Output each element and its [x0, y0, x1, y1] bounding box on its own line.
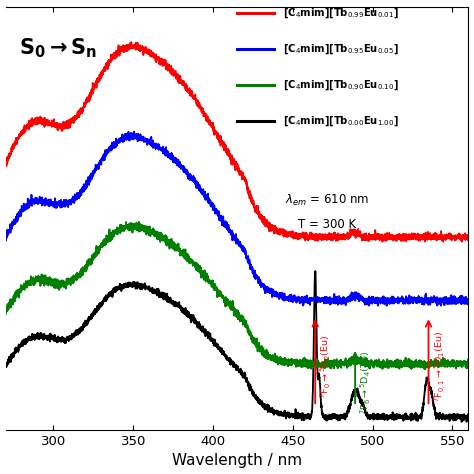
Text: [C$_4$mim][Tb$_{0.99}$Eu$_{0.01}$]: [C$_4$mim][Tb$_{0.99}$Eu$_{0.01}$]	[283, 7, 399, 20]
Text: $^7$F$_6$$\rightarrow$$^5$D$_4$(Tb): $^7$F$_6$$\rightarrow$$^5$D$_4$(Tb)	[359, 351, 373, 414]
Text: $\mathbf{S_0 \rightarrow S_n}$: $\mathbf{S_0 \rightarrow S_n}$	[19, 36, 98, 60]
Text: $^7$F$_{0,1}$$\rightarrow$$^5$D$_1$(Eu): $^7$F$_{0,1}$$\rightarrow$$^5$D$_1$(Eu)	[432, 331, 448, 402]
Text: $^7$F$_0$$\rightarrow$$^5$D$_2$(Eu): $^7$F$_0$$\rightarrow$$^5$D$_2$(Eu)	[319, 335, 333, 398]
Text: $\lambda_{em}$ = 610 nm: $\lambda_{em}$ = 610 nm	[285, 193, 369, 208]
X-axis label: Wavelength / nm: Wavelength / nm	[172, 454, 302, 468]
Text: [C$_4$mim][Tb$_{0.90}$Eu$_{0.10}$]: [C$_4$mim][Tb$_{0.90}$Eu$_{0.10}$]	[283, 78, 399, 92]
Text: T = 300 K: T = 300 K	[298, 219, 356, 231]
Text: [C$_4$mim][Tb$_{0.95}$Eu$_{0.05}$]: [C$_4$mim][Tb$_{0.95}$Eu$_{0.05}$]	[283, 42, 399, 56]
Text: [C$_4$mim][Tb$_{0.00}$Eu$_{1.00}$]: [C$_4$mim][Tb$_{0.00}$Eu$_{1.00}$]	[283, 114, 399, 128]
